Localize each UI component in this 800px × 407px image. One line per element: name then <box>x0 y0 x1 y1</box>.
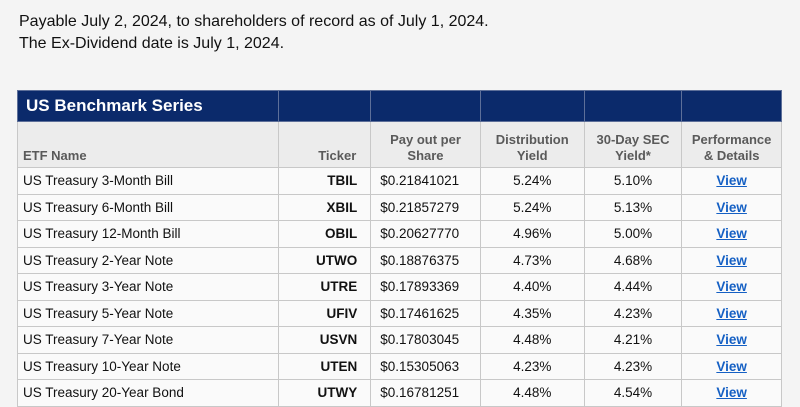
performance-cell: View <box>681 220 782 248</box>
etf-name-cell: US Treasury 6-Month Bill <box>16 193 280 221</box>
payout-cell: $0.16781251 <box>370 379 481 407</box>
sec-yield-cell: 4.54% <box>583 379 683 407</box>
payout-cell: $0.17803045 <box>370 326 481 354</box>
intro-text: Payable July 2, 2024, to shareholders of… <box>19 11 489 55</box>
view-link[interactable]: View <box>716 279 747 295</box>
performance-cell: View <box>681 273 782 301</box>
distribution-yield-cell: 4.35% <box>479 299 585 327</box>
distribution-yield-cell: 4.23% <box>479 352 585 380</box>
table-row: US Treasury 6-Month Bill XBIL $0.21857279 5… <box>16 193 782 221</box>
performance-cell: View <box>681 193 782 221</box>
table-row: US Treasury 20-Year Bond UTWY $0.16781251 4… <box>16 379 782 407</box>
sec-yield-cell: 5.10% <box>583 167 683 195</box>
performance-cell: View <box>681 352 782 380</box>
distribution-yield-cell: 4.48% <box>479 326 585 354</box>
distribution-yield-cell: 4.48% <box>479 379 585 407</box>
ticker-cell: TBIL <box>278 167 372 195</box>
ticker-cell: UFIV <box>278 299 372 327</box>
sec-yield-cell: 4.23% <box>583 299 683 327</box>
etf-name-cell: US Treasury 2-Year Note <box>16 246 280 274</box>
distribution-yield-cell: 5.24% <box>479 193 585 221</box>
sec-yield-cell: 5.13% <box>583 193 683 221</box>
table-header-row: ETF Name Ticker Pay out per Share Distri… <box>16 121 782 168</box>
payout-cell: $0.17461625 <box>370 299 481 327</box>
performance-cell: View <box>681 326 782 354</box>
view-link[interactable]: View <box>716 199 747 215</box>
header-sec-yield: 30-Day SEC Yield* <box>583 121 683 168</box>
payout-cell: $0.21841021 <box>370 167 481 195</box>
table-row: US Treasury 7-Year Note USVN $0.17803045 4.… <box>16 326 782 354</box>
view-link[interactable]: View <box>716 332 747 348</box>
payout-cell: $0.21857279 <box>370 193 481 221</box>
ticker-cell: UTWO <box>278 246 372 274</box>
view-link[interactable]: View <box>716 305 747 321</box>
distribution-yield-cell: 4.40% <box>479 273 585 301</box>
ticker-cell: UTWY <box>278 379 372 407</box>
table-title: US Benchmark Series <box>16 90 280 122</box>
performance-cell: View <box>681 299 782 327</box>
header-performance: Performance & Details <box>681 121 782 168</box>
etf-name-cell: US Treasury 12-Month Bill <box>16 220 280 248</box>
ticker-cell: USVN <box>278 326 372 354</box>
view-link[interactable]: View <box>716 226 747 242</box>
payout-cell: $0.17893369 <box>370 273 481 301</box>
table-row: US Treasury 2-Year Note UTWO $0.18876375 4.… <box>16 246 782 274</box>
payout-cell: $0.15305063 <box>370 352 481 380</box>
distribution-yield-cell: 4.73% <box>479 246 585 274</box>
sec-yield-cell: 4.68% <box>583 246 683 274</box>
table-row: US Treasury 5-Year Note UFIV $0.17461625 4.… <box>16 299 782 327</box>
table-row: US Treasury 3-Year Note UTRE $0.17893369 4.… <box>16 273 782 301</box>
sec-yield-cell: 5.00% <box>583 220 683 248</box>
etf-name-cell: US Treasury 7-Year Note <box>16 326 280 354</box>
etf-name-cell: US Treasury 3-Month Bill <box>16 167 280 195</box>
etf-name-cell: US Treasury 20-Year Bond <box>16 379 280 407</box>
etf-name-cell: US Treasury 3-Year Note <box>16 273 280 301</box>
etf-name-cell: US Treasury 10-Year Note <box>16 352 280 380</box>
payout-cell: $0.20627770 <box>370 220 481 248</box>
table-title-row: US Benchmark Series <box>16 90 782 122</box>
header-etf-name: ETF Name <box>16 121 280 168</box>
view-link[interactable]: View <box>716 385 747 401</box>
etf-name-cell: US Treasury 5-Year Note <box>16 299 280 327</box>
header-payout: Pay out per Share <box>370 121 481 168</box>
ticker-cell: OBIL <box>278 220 372 248</box>
payout-cell: $0.18876375 <box>370 246 481 274</box>
ticker-cell: UTRE <box>278 273 372 301</box>
us-benchmark-table: US Benchmark Series ETF Name Ticker Pay … <box>16 90 782 407</box>
ticker-cell: XBIL <box>278 193 372 221</box>
performance-cell: View <box>681 167 782 195</box>
view-link[interactable]: View <box>716 252 747 268</box>
sec-yield-cell: 4.21% <box>583 326 683 354</box>
ticker-cell: UTEN <box>278 352 372 380</box>
view-link[interactable]: View <box>716 358 747 374</box>
ex-dividend-note: The Ex-Dividend date is July 1, 2024. <box>19 35 285 52</box>
sec-yield-cell: 4.23% <box>583 352 683 380</box>
view-link[interactable]: View <box>716 173 747 189</box>
table-row: US Treasury 12-Month Bill OBIL $0.20627770… <box>16 220 782 248</box>
performance-cell: View <box>681 246 782 274</box>
performance-cell: View <box>681 379 782 407</box>
sec-yield-cell: 4.44% <box>583 273 683 301</box>
distribution-yield-cell: 4.96% <box>479 220 585 248</box>
table-row: US Treasury 10-Year Note UTEN $0.15305063 4… <box>16 352 782 380</box>
payable-note: Payable July 2, 2024, to shareholders of… <box>19 13 489 30</box>
header-ticker: Ticker <box>278 121 372 168</box>
table-row: US Treasury 3-Month Bill TBIL $0.21841021 5… <box>16 167 782 195</box>
header-distribution-yield: Distribution Yield <box>479 121 585 168</box>
distribution-yield-cell: 5.24% <box>479 167 585 195</box>
